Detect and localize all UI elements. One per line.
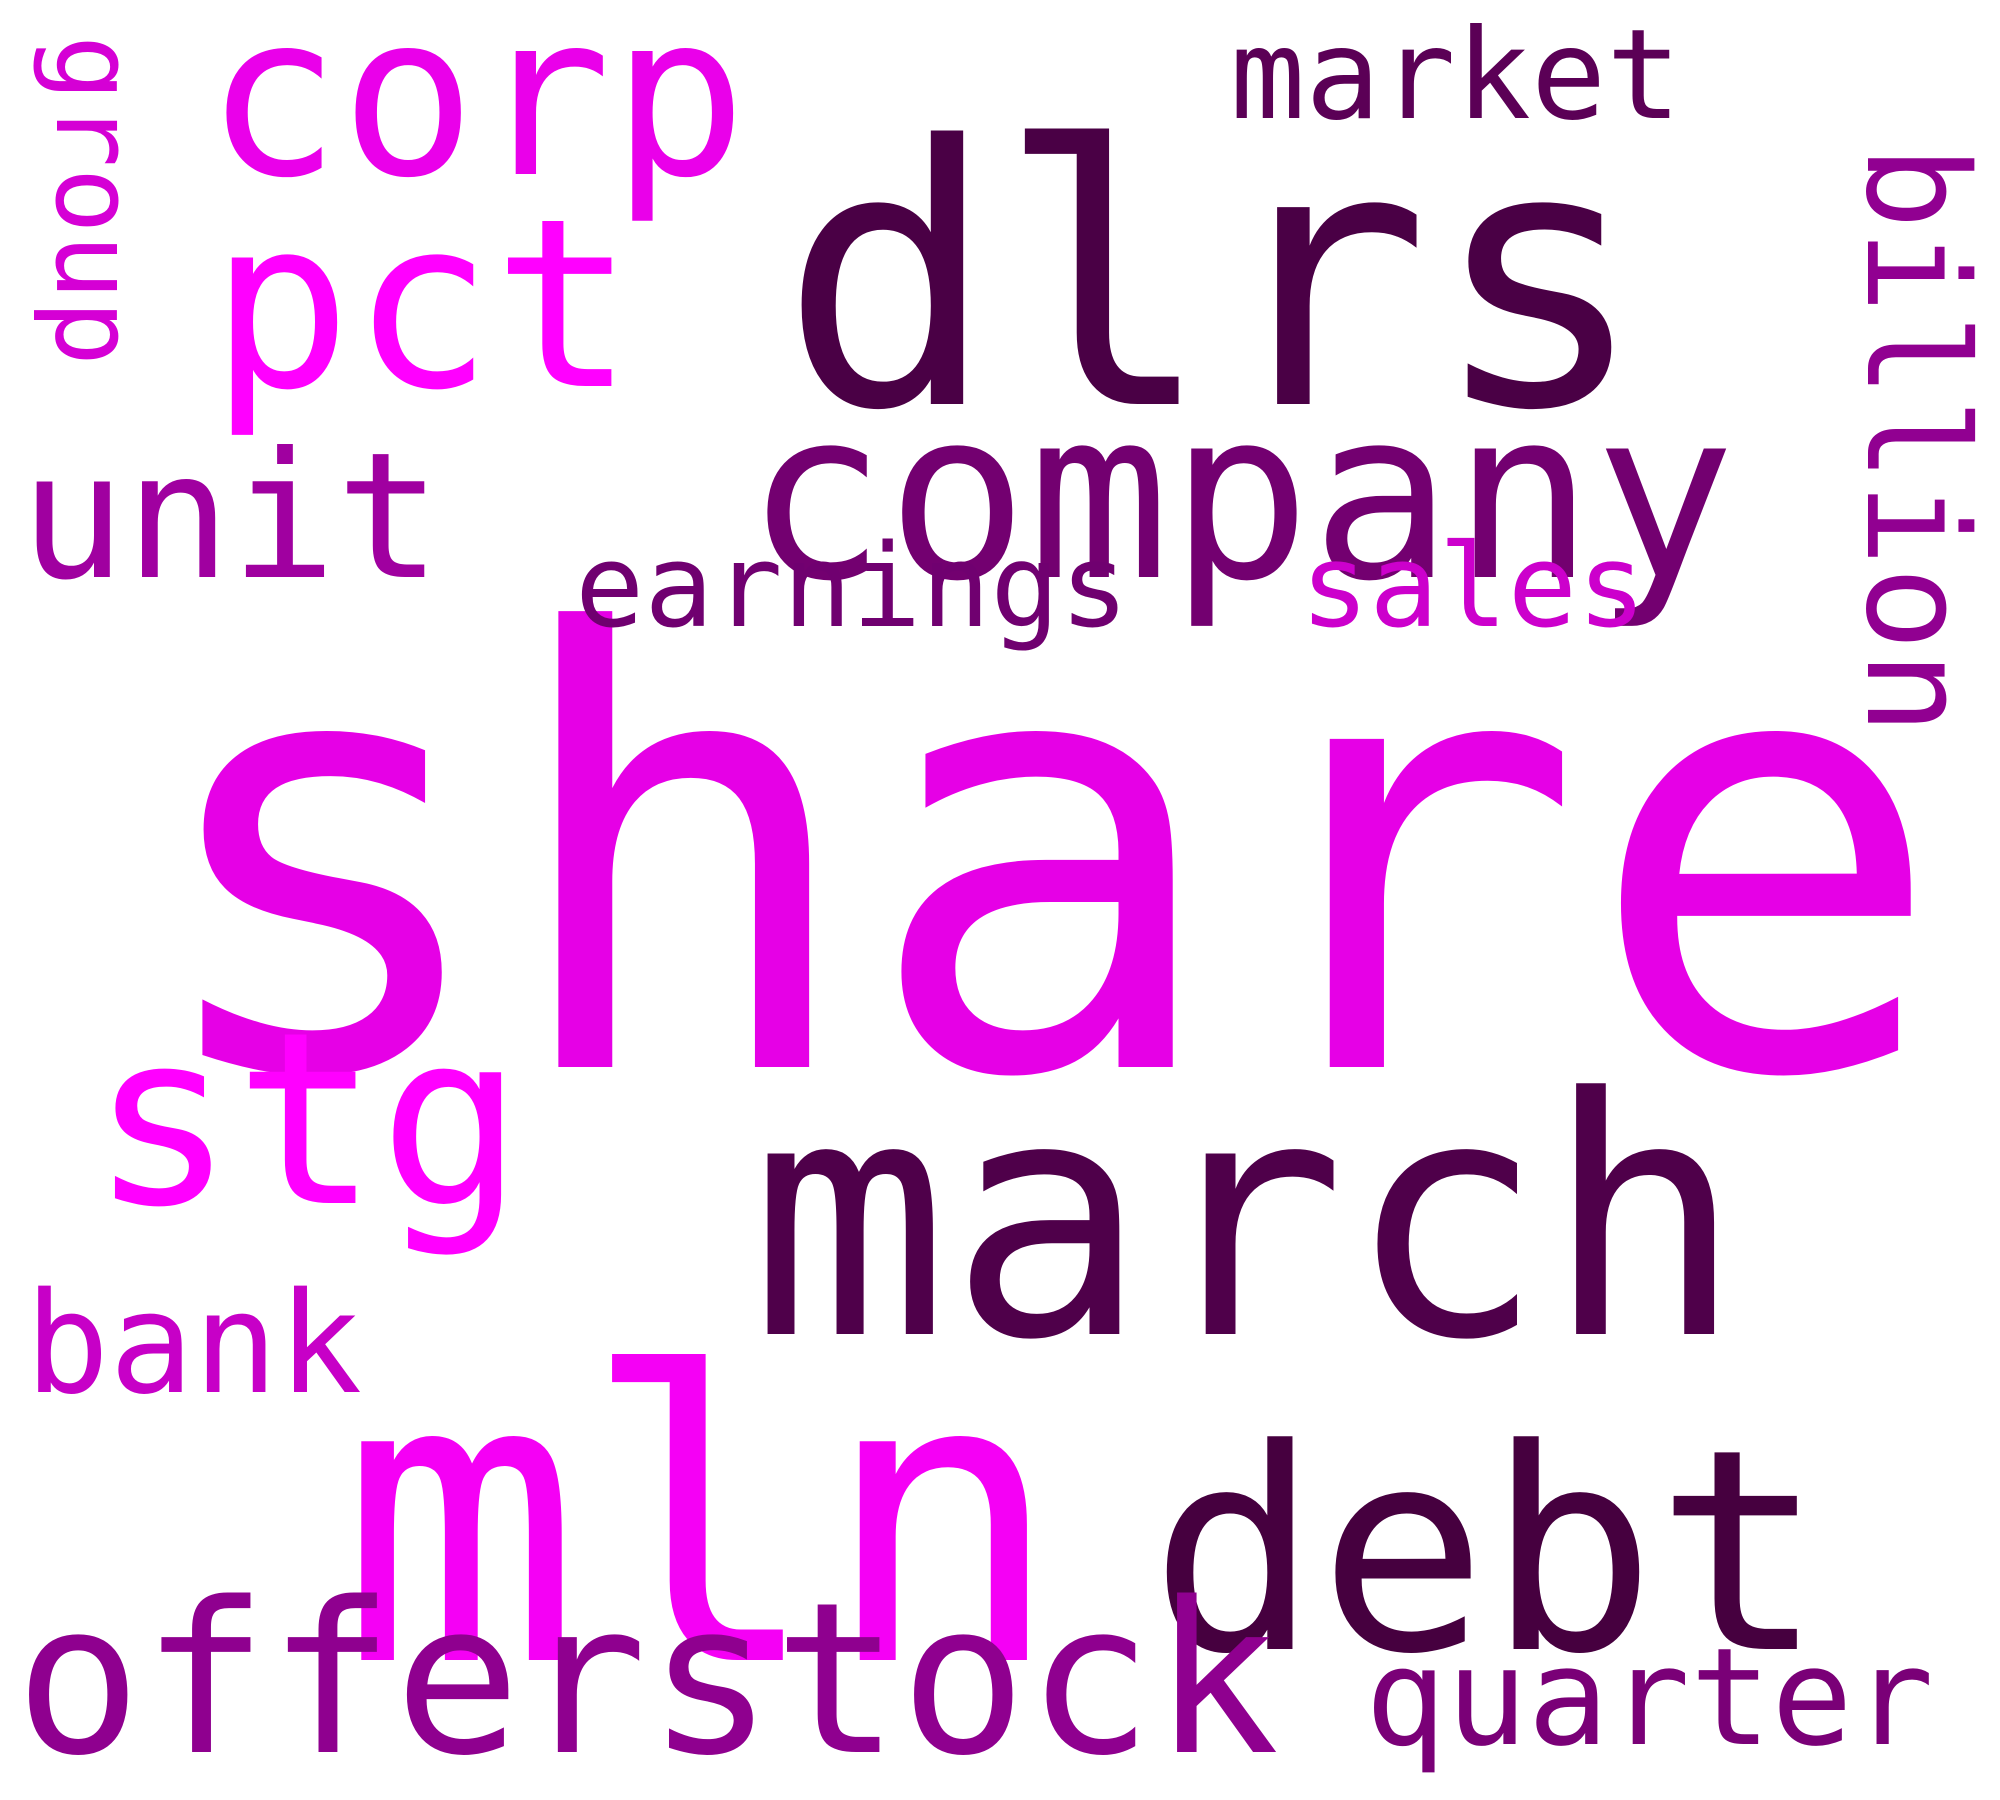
word-market: market xyxy=(1230,3,1682,148)
word-sales: sales xyxy=(1300,520,1647,654)
word-billion: billion xyxy=(1834,145,1997,736)
word-company: company xyxy=(745,360,1736,633)
word-stg: stg xyxy=(90,980,524,1260)
word-unit: unit xyxy=(20,416,442,619)
word-march: march xyxy=(750,1028,1744,1412)
word-mln: mln xyxy=(340,1290,1063,1755)
word-quarter: quarter xyxy=(1365,1619,1934,1776)
word-group: group xyxy=(31,35,159,367)
word-corp: corp xyxy=(205,0,747,228)
word-pct: pct xyxy=(210,169,635,442)
word-share: share xyxy=(140,510,1947,1209)
word-earnings: earnings xyxy=(575,520,1129,654)
word-dlrs: dlrs xyxy=(780,70,1647,489)
word-debt: debt xyxy=(1150,1390,1825,1716)
word-bank: bank xyxy=(25,1263,363,1426)
word-offerstock: offerstock xyxy=(15,1557,1280,1800)
